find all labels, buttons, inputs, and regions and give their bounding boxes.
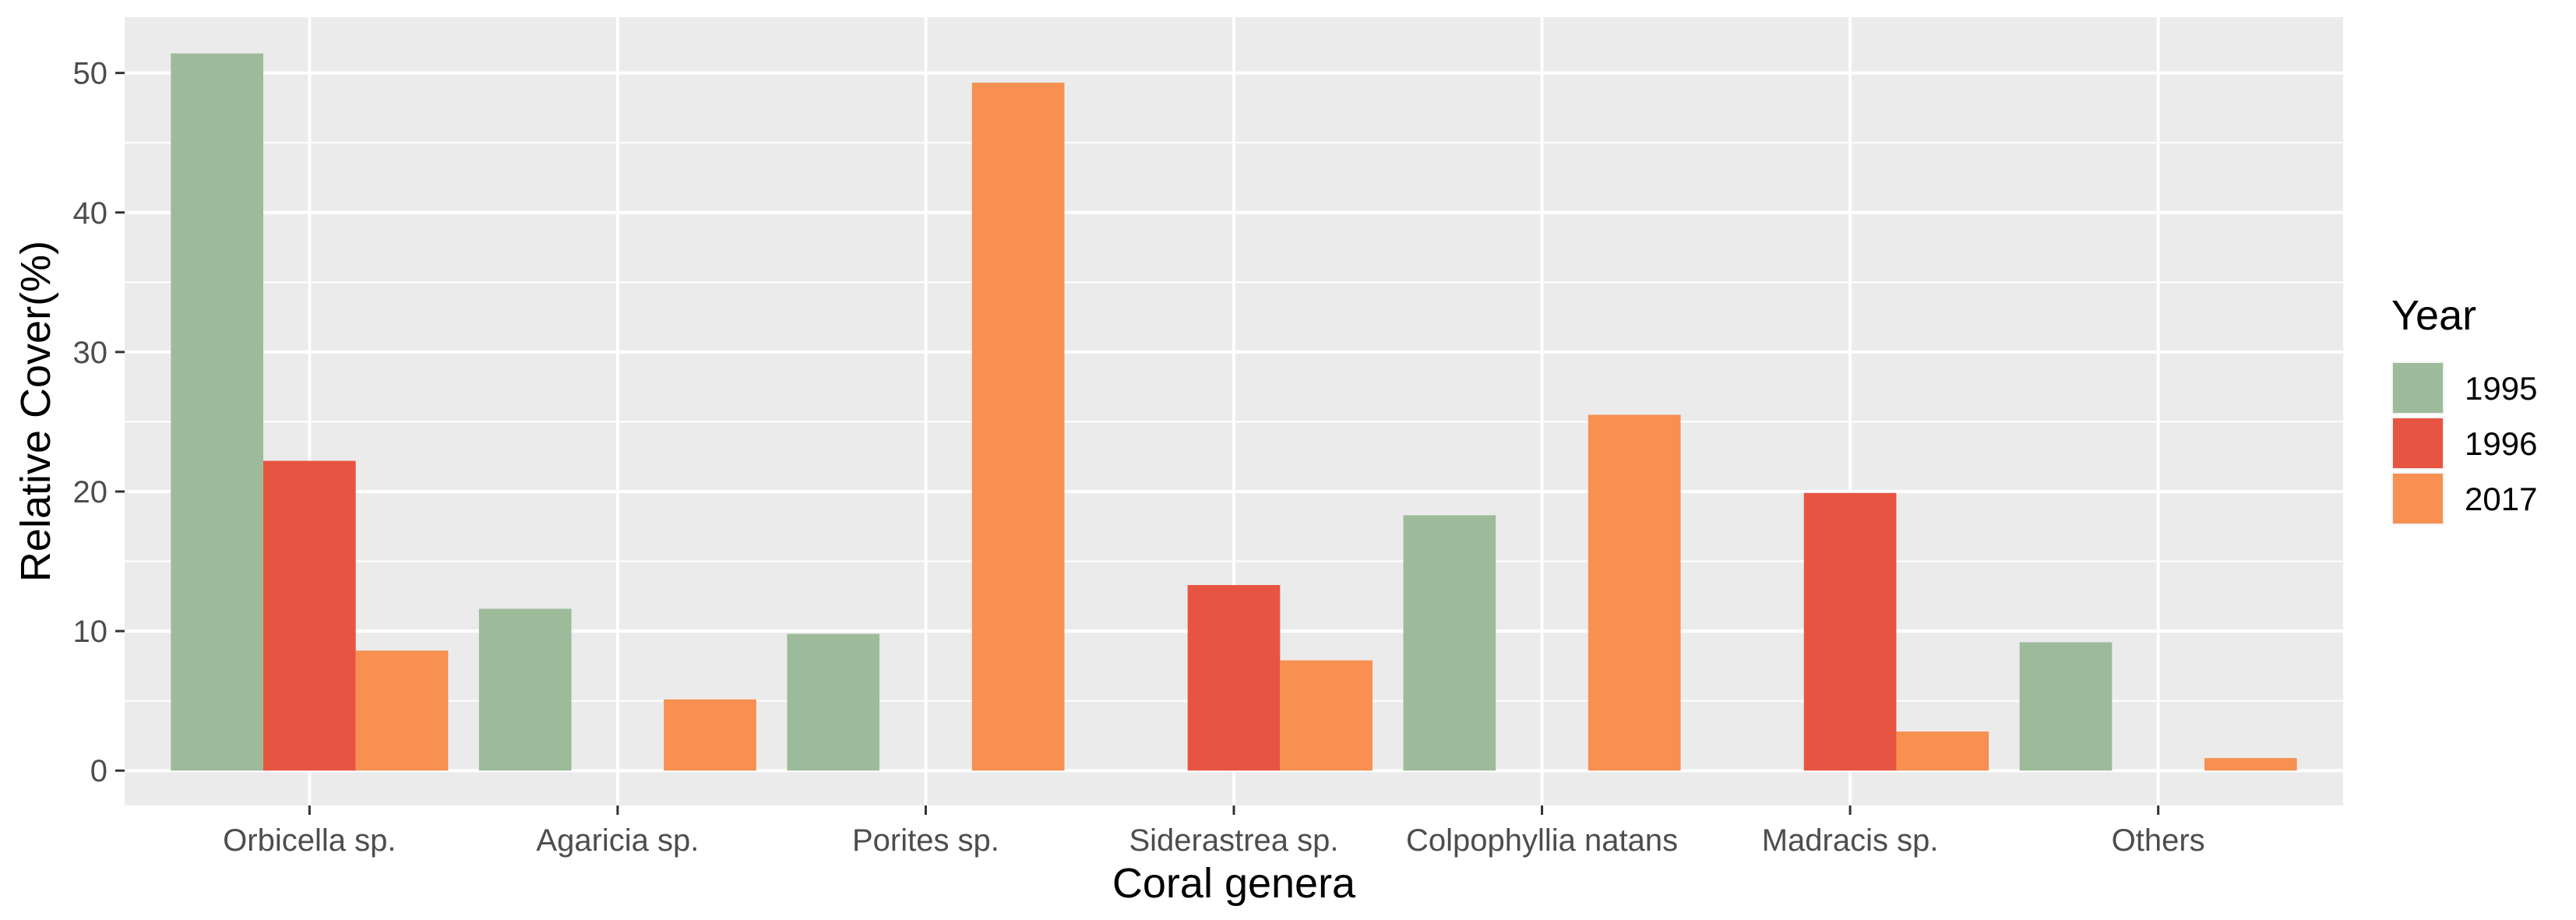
x-tick-label: Others (2112, 823, 2205, 858)
bar-2017-6 (2204, 758, 2297, 771)
bar-2017-5 (1896, 731, 1989, 771)
legend-swatch-1996 (2393, 418, 2443, 468)
y-tick-label: 40 (73, 196, 108, 231)
bar-1995-4 (1403, 515, 1496, 771)
legend-title: Year (2391, 292, 2476, 339)
x-tick-label: Agaricia sp. (536, 823, 699, 858)
x-tick-label: Siderastrea sp. (1129, 823, 1338, 858)
y-axis-ticks: 0 10 20 30 40 50 (73, 57, 125, 788)
x-tick-label: Porites sp. (852, 823, 999, 858)
y-tick-label: 0 (90, 754, 107, 788)
x-tick-label: Orbicella sp. (223, 823, 396, 858)
bar-2017-3 (1280, 660, 1373, 771)
y-tick-label: 30 (73, 336, 108, 370)
x-axis-ticks: Orbicella sp. Agaricia sp. Porites sp. Side… (223, 805, 2205, 858)
y-tick-label: 50 (73, 57, 108, 91)
bar-1995-1 (478, 608, 572, 771)
bar-2017-4 (1588, 414, 1681, 771)
x-tick-label: Colpophyllia natans (1406, 823, 1678, 858)
bar-1996-0 (263, 460, 356, 771)
bar-1996-5 (1803, 492, 1897, 771)
legend-swatch-1995 (2393, 363, 2443, 413)
bar-1996-3 (1187, 584, 1281, 771)
bar-2017-1 (664, 699, 756, 771)
bar-1995-0 (171, 53, 263, 771)
y-tick-label: 10 (73, 615, 108, 649)
legend: Year 1995 1996 2017 (2391, 292, 2537, 525)
grid-major (125, 17, 2343, 805)
x-tick-label: Madracis sp. (1762, 823, 1939, 858)
x-axis-title: Coral genera (1112, 860, 1356, 907)
y-axis-title: Relative Cover(%) (12, 241, 59, 582)
legend-swatch-2017 (2393, 474, 2443, 523)
bars (171, 53, 2297, 771)
y-tick-label: 20 (73, 475, 108, 509)
bar-1995-6 (2019, 642, 2113, 771)
bar-2017-0 (355, 650, 449, 771)
bar-1995-2 (787, 633, 880, 771)
bar-2017-2 (971, 83, 1065, 771)
legend-label-1996: 1996 (2465, 425, 2537, 462)
legend-label-1995: 1995 (2465, 370, 2537, 407)
legend-label-2017: 2017 (2465, 481, 2537, 517)
